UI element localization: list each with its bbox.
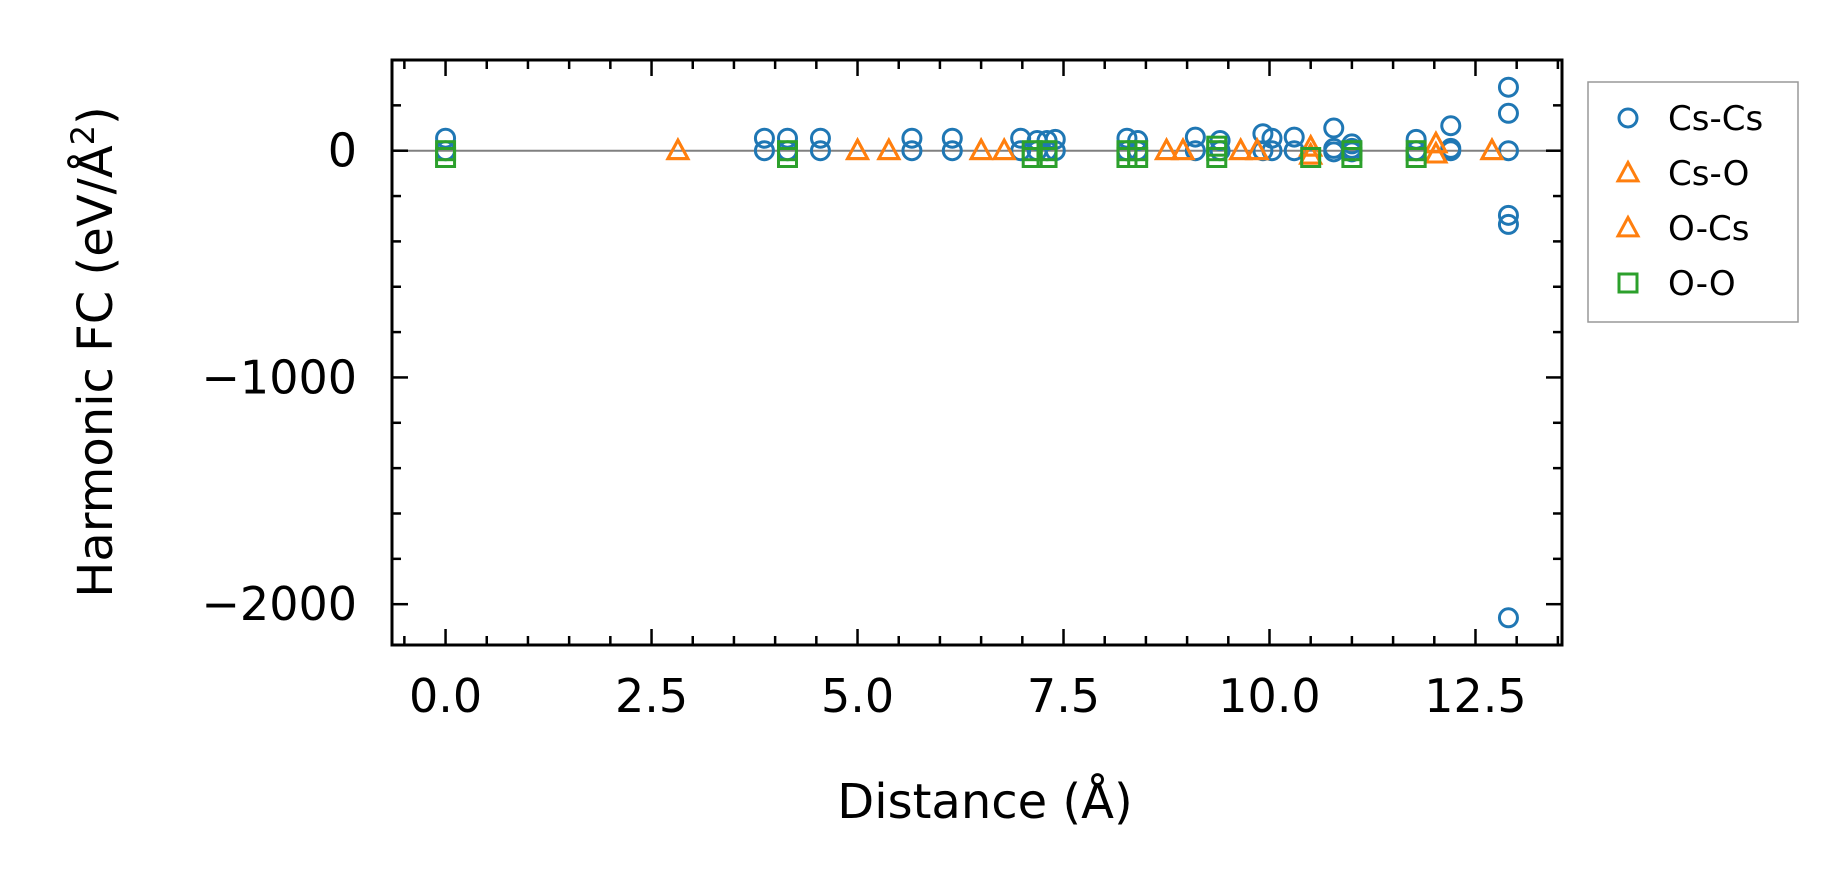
data-point: [901, 140, 923, 162]
data-point: [435, 147, 457, 168]
data-point: [1405, 147, 1427, 168]
legend-marker: [1615, 159, 1641, 183]
legend-marker: [1615, 214, 1641, 238]
legend-marker: [1617, 272, 1639, 294]
data-point: [876, 137, 902, 161]
data-point: [1206, 147, 1228, 168]
y-tick-label: −1000: [201, 350, 357, 404]
data-point: [1323, 117, 1345, 139]
legend-entry: O-O: [1617, 264, 1736, 304]
y-tick-label: 0: [328, 124, 357, 178]
x-tick-label: 7.5: [1027, 669, 1100, 723]
data-point: [753, 140, 775, 162]
data-point: [1497, 140, 1519, 162]
data-point: [753, 127, 775, 149]
x-tick-label: 5.0: [821, 669, 894, 723]
axes: 0.0 2.5 5.0 7.5 10.0 12.5 0 −1000 −2000: [201, 58, 1564, 723]
legend-marker: [1617, 107, 1639, 129]
data-point: [809, 127, 831, 149]
x-axis-label: Distance (Å): [837, 773, 1132, 830]
series-o-cs: [665, 130, 1505, 165]
legend-label: Cs-O: [1668, 154, 1749, 194]
data-point: [1497, 213, 1519, 235]
legend-label: Cs-Cs: [1668, 99, 1763, 139]
data-point: [1298, 133, 1324, 157]
data-point: [1298, 141, 1324, 165]
legend-label: O-Cs: [1668, 209, 1749, 249]
data-point: [991, 137, 1017, 161]
data-point: [809, 140, 831, 162]
data-point: [1497, 102, 1519, 124]
data-point: [1184, 140, 1206, 162]
y-tick-label: −2000: [201, 577, 357, 631]
data-point: [1021, 147, 1043, 168]
legend: Cs-Cs Cs-O O-Cs O-O: [1587, 81, 1799, 323]
data-point: [1036, 147, 1058, 168]
legend-label: O-O: [1668, 264, 1736, 304]
data-point: [845, 137, 871, 161]
legend-entry: Cs-O: [1615, 154, 1749, 194]
y-axis-label: Harmonic FC (eV/Å2): [64, 106, 124, 598]
data-point: [1244, 137, 1270, 161]
x-tick-label: 10.0: [1218, 669, 1320, 723]
x-tick-label: 2.5: [615, 669, 688, 723]
legend-box: [1587, 81, 1799, 323]
data-point: [941, 140, 963, 162]
data-point: [1479, 137, 1505, 161]
x-tick-label: 0.0: [409, 669, 482, 723]
data-point: [968, 137, 994, 161]
data-point: [1423, 140, 1449, 164]
data-point: [1283, 126, 1305, 148]
data-point: [1127, 147, 1149, 168]
data-point: [1170, 137, 1196, 161]
legend-entry: O-Cs: [1615, 209, 1749, 249]
x-tick-label: 12.5: [1424, 669, 1526, 723]
data-point: [941, 127, 963, 149]
plot-content: [392, 76, 1562, 629]
data-point: [1154, 137, 1180, 161]
data-point: [901, 127, 923, 149]
data-point: [1497, 607, 1519, 629]
data-point: [1116, 147, 1138, 168]
legend-entry: Cs-Cs: [1617, 99, 1763, 139]
data-point: [1228, 137, 1254, 161]
data-point: [776, 147, 798, 168]
data-point: [1497, 76, 1519, 98]
data-point: [1341, 147, 1363, 168]
data-point: [665, 137, 691, 161]
series-o-o: [435, 135, 1427, 168]
data-point: [1423, 130, 1449, 154]
data-point: [1497, 204, 1519, 226]
data-point: [1261, 127, 1283, 149]
data-point: [1440, 115, 1462, 137]
data-point: [1010, 140, 1032, 162]
data-point: [1184, 126, 1206, 148]
data-point: [1300, 147, 1322, 168]
plot-frame: [390, 58, 1564, 647]
